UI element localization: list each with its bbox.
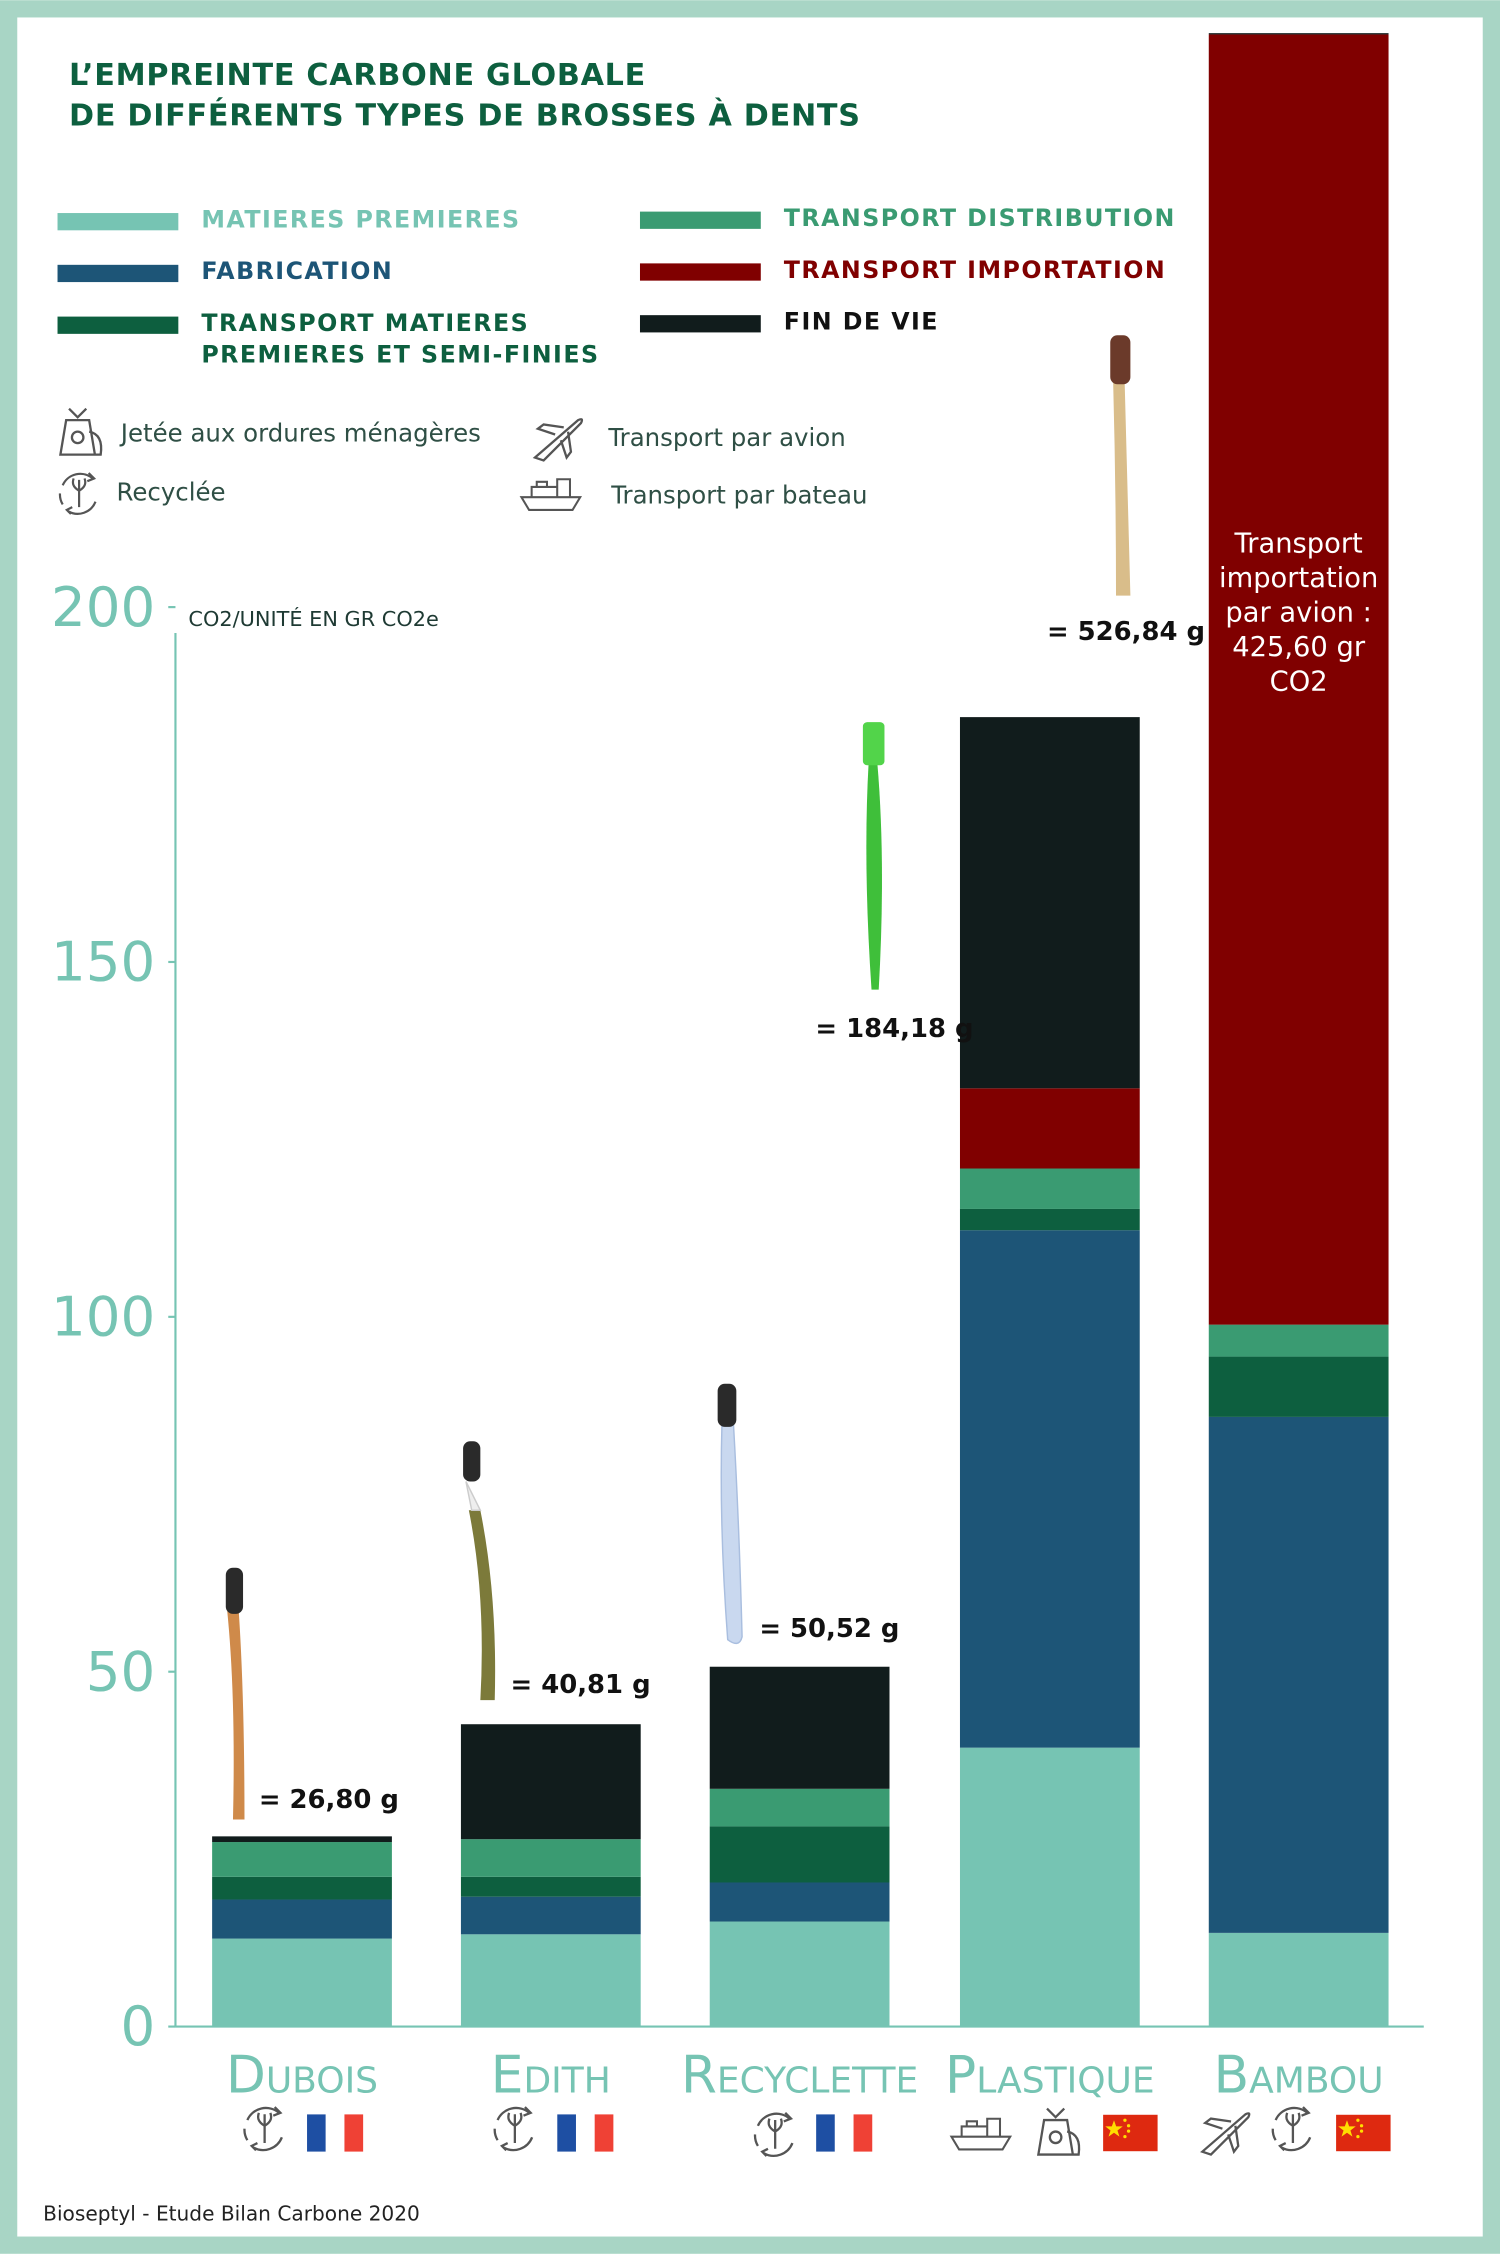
legend-swatch	[57, 316, 179, 334]
flag-france	[816, 2114, 873, 2152]
icon-legend-label: Transport par avion	[607, 423, 845, 452]
flag-china	[1103, 2114, 1158, 2152]
y-tick-label: 200	[51, 575, 155, 639]
flag-china	[1336, 2114, 1391, 2152]
legend-label: FIN DE VIE	[783, 307, 939, 336]
y-tick-label: 100	[51, 1285, 155, 1349]
bar-segment	[959, 1230, 1140, 1748]
x-tick-label: Bambou	[1214, 2046, 1384, 2106]
legend-label: TRANSPORT IMPORTATION	[783, 256, 1167, 284]
flag-france	[307, 2114, 364, 2152]
x-tick-label: Edith	[491, 2046, 611, 2106]
legend-swatch	[639, 315, 761, 333]
bar-segment	[1208, 1356, 1389, 1417]
legend-swatch	[639, 263, 761, 281]
annotation-box: Transport importation par avion : 425,60…	[1218, 528, 1379, 698]
x-tick-label: Plastique	[945, 2046, 1155, 2106]
legend-label: MATIERES PREMIERES	[201, 205, 521, 234]
bar-segment	[959, 717, 1140, 1089]
legend-label-box: FABRICATION	[201, 257, 394, 285]
bar-segment	[959, 1088, 1140, 1169]
legend-swatch	[57, 213, 179, 231]
legend-swatch	[57, 264, 179, 283]
legend-label-box: TRANSPORT DISTRIBUTION	[783, 204, 1176, 232]
title-box: L’EMPREINTE CARBONE GLOBALE DE DIFFÉRENT…	[69, 57, 861, 133]
bar-segment	[460, 1839, 641, 1877]
bar-segment	[1208, 1932, 1389, 2027]
toothbrush-bambou	[1110, 335, 1131, 596]
legend-label: TRANSPORT MATIERES PREMIERES ET SEMI-FIN…	[201, 309, 600, 369]
total-label: = 184,18 g	[815, 1014, 973, 1044]
bar-segment	[709, 1666, 890, 1789]
plot: 0 50 100 150 200 Dubois = 26,80 g Edith = 40,81 …	[51, 33, 1424, 2106]
bar-segment	[709, 1921, 890, 2027]
source: Bioseptyl - Etude Bilan Carbone 2020	[43, 2202, 420, 2226]
icon-legend-label: Transport par bateau	[610, 481, 867, 510]
bar-segment	[1208, 33, 1389, 35]
legend-label-box: MATIERES PREMIERES	[201, 205, 521, 234]
legend-label: TRANSPORT DISTRIBUTION	[783, 204, 1176, 232]
total-label: = 40,81 g	[511, 1670, 651, 1700]
icon-legend-label: Recyclée	[116, 478, 225, 507]
total-label: = 50,52 g	[759, 1614, 899, 1644]
toothbrush-dubois	[225, 1567, 245, 1820]
bar-segment	[460, 1934, 641, 2027]
y-tick-label: 150	[51, 930, 155, 994]
toothbrush-plastique	[862, 722, 885, 990]
bar-segment	[709, 1826, 890, 1883]
x-tick-label: Recyclette	[681, 2046, 918, 2106]
bar-segment	[460, 1724, 641, 1840]
legend-label-box: FIN DE VIE	[783, 307, 939, 336]
icon-legend-label: Jetée aux ordures ménagères	[119, 419, 481, 448]
legend-label-box: TRANSPORT MATIERES PREMIERES ET SEMI-FIN…	[201, 309, 600, 369]
bar-segment	[212, 1842, 392, 1877]
bar-segment	[460, 1896, 641, 1935]
legend-label: FABRICATION	[201, 257, 394, 285]
toothbrush-edith	[463, 1441, 496, 1701]
bar-segment	[212, 1876, 392, 1900]
bar-segment	[709, 1882, 890, 1922]
y-tick-label: 50	[86, 1639, 156, 1703]
total-label: = 526,84 g	[1047, 617, 1205, 647]
legend: MATIERES PREMIERES FABRICATION TRANSPORT M…	[57, 204, 1176, 369]
toothbrush-recyclette	[717, 1383, 743, 1645]
total-label: = 26,80 g	[259, 1785, 399, 1815]
legend-swatch	[639, 211, 761, 229]
bar-segment	[709, 1788, 890, 1827]
bar-segment	[959, 1168, 1140, 1209]
bar-segment	[212, 1899, 392, 1939]
chart-title: L’EMPREINTE CARBONE GLOBALE DE DIFFÉRENT…	[69, 57, 861, 133]
legend-label-box: TRANSPORT IMPORTATION	[783, 256, 1167, 284]
bar-segment	[1208, 1324, 1389, 1357]
bar-segment	[959, 1208, 1140, 1231]
y-tick-label: 0	[121, 1994, 156, 2058]
bar-segment	[1208, 34, 1389, 1325]
flag-france	[557, 2114, 614, 2152]
bar-segment	[212, 1938, 392, 2027]
bar-segment	[1208, 1416, 1389, 1933]
x-tick-label: Dubois	[226, 2046, 378, 2106]
bar-segment	[959, 1747, 1140, 2027]
bar-segment	[212, 1836, 392, 1843]
annotation: Transport importation par avion : 425,60…	[1218, 528, 1379, 698]
y-axis-label: CO2/UNITÉ EN GR CO2e	[188, 606, 438, 631]
bar-segment	[460, 1876, 641, 1897]
